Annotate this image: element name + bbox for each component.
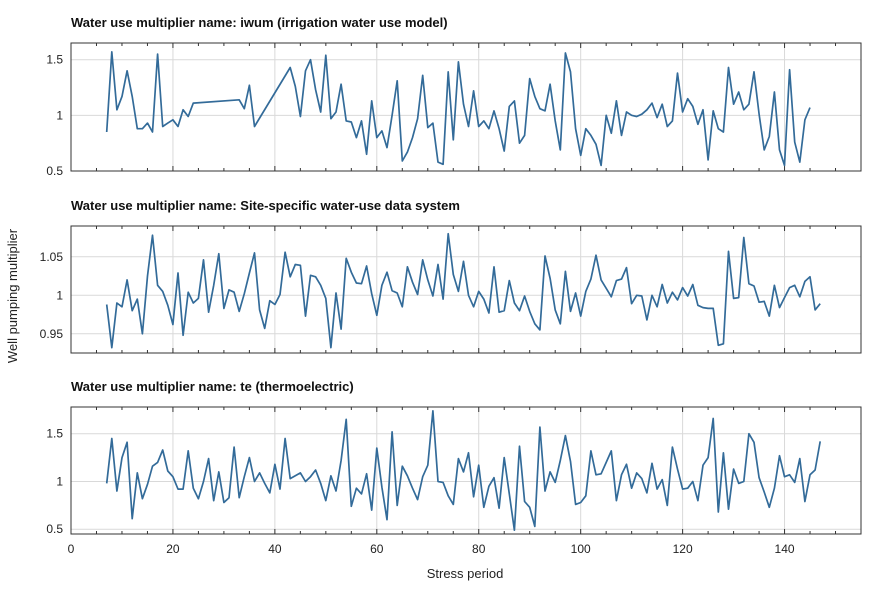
panel-title: Water use multiplier name: te (thermoele… [71,379,354,394]
x-tick-label: 80 [472,542,486,556]
y-tick-label: 1 [56,474,63,488]
y-tick-label: 1.5 [46,427,63,441]
plot-frame [70,225,862,354]
x-tick-label: 60 [370,542,384,556]
y-tick-label: 0.5 [46,522,63,536]
x-tick-label: 100 [571,542,591,556]
panel-iwum: Water use multiplier name: iwum (irrigat… [46,15,862,178]
panel-plot: 0.5 1 1.5 0 20 40 60 80 100 120 140 [46,406,862,556]
panel-title: Water use multiplier name: Site-specific… [71,198,460,213]
plot-frame [70,42,862,172]
x-tick-label: 120 [673,542,693,556]
x-axis-label: Stress period [427,566,504,581]
series-line [105,409,822,532]
panel-plot: 0.5 1 1.5 [46,42,862,178]
panel-plot: 0.95 1 1.05 [40,225,862,354]
series-line [105,51,811,167]
panel-thermoelectric: Water use multiplier name: te (thermoele… [46,379,862,556]
y-tick-label: 1.05 [40,250,64,264]
x-tick-label: 40 [268,542,282,556]
x-tick-label: 0 [68,542,75,556]
x-tick-label: 140 [775,542,795,556]
series-line [105,232,821,349]
panel-title: Water use multiplier name: iwum (irrigat… [71,15,448,30]
y-tick-label: 0.95 [40,327,64,341]
y-tick-label: 1 [56,108,63,122]
panel-site-specific: Water use multiplier name: Site-specific… [40,198,862,354]
y-tick-label: 1.5 [46,53,63,67]
plot-frame [70,406,862,535]
y-axis-label: Well pumping multiplier [5,228,20,363]
y-tick-label: 0.5 [46,164,63,178]
x-tick-label: 20 [166,542,180,556]
y-tick-label: 1 [56,288,63,302]
